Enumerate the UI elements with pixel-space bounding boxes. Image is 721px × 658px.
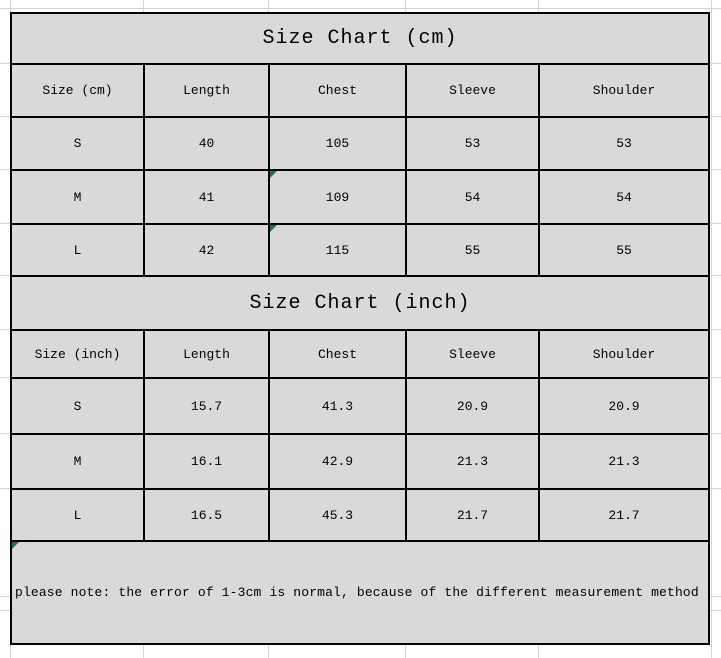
column-header[interactable]: Shoulder [540, 331, 708, 377]
table-cell[interactable]: 15.7 [145, 379, 270, 433]
error-indicator-triangle-icon [270, 171, 277, 178]
table-cell[interactable]: L [12, 490, 145, 540]
table-cell[interactable]: 42 [145, 225, 270, 275]
column-header[interactable]: Shoulder [540, 65, 708, 116]
grid-line [0, 8, 721, 9]
column-header[interactable]: Chest [270, 65, 407, 116]
table-cell[interactable]: 21.7 [540, 490, 708, 540]
table-cell[interactable]: 21.3 [540, 435, 708, 488]
column-header[interactable]: Size (inch) [12, 331, 145, 377]
table-cell[interactable]: 45.3 [270, 490, 407, 540]
size-chart-table: Size Chart (cm) Size (cm) Length Chest S… [10, 12, 710, 645]
error-indicator-triangle-icon [270, 225, 277, 232]
column-header[interactable]: Length [145, 331, 270, 377]
table-cell[interactable]: 115 [270, 225, 407, 275]
table-cell[interactable]: 21.3 [407, 435, 540, 488]
table-row: L 42 115 55 55 [12, 225, 708, 277]
column-header[interactable]: Length [145, 65, 270, 116]
column-header[interactable]: Size (cm) [12, 65, 145, 116]
table-cell[interactable]: 41 [145, 171, 270, 223]
column-header[interactable]: Sleeve [407, 65, 540, 116]
table-cell-value: 109 [325, 189, 350, 205]
table-row-header-cm: Size (cm) Length Chest Sleeve Shoulder [12, 65, 708, 118]
table-cell[interactable]: 54 [407, 171, 540, 223]
table-cell[interactable]: L [12, 225, 145, 275]
table-cell[interactable]: 16.1 [145, 435, 270, 488]
note-cell[interactable]: please note: the error of 1-3cm is norma… [12, 542, 708, 643]
table-cell[interactable]: 40 [145, 118, 270, 169]
table-cell[interactable]: 41.3 [270, 379, 407, 433]
table-row: M 41 109 54 54 [12, 171, 708, 225]
inch-title-cell[interactable]: Size Chart (inch) [12, 277, 708, 329]
table-row: M 16.1 42.9 21.3 21.3 [12, 435, 708, 490]
table-cell[interactable]: 53 [407, 118, 540, 169]
table-cell[interactable]: 54 [540, 171, 708, 223]
table-cell[interactable]: M [12, 171, 145, 223]
column-header[interactable]: Chest [270, 331, 407, 377]
table-row: L 16.5 45.3 21.7 21.7 [12, 490, 708, 542]
table-cell[interactable]: 109 [270, 171, 407, 223]
table-cell[interactable]: S [12, 379, 145, 433]
table-cell[interactable]: 55 [407, 225, 540, 275]
table-cell[interactable]: 42.9 [270, 435, 407, 488]
table-row-note: please note: the error of 1-3cm is norma… [12, 542, 708, 643]
cm-title-cell[interactable]: Size Chart (cm) [12, 14, 708, 63]
table-cell[interactable]: 21.7 [407, 490, 540, 540]
table-row-title-inch: Size Chart (inch) [12, 277, 708, 331]
note-text: please note: the error of 1-3cm is norma… [15, 585, 699, 600]
table-row: S 15.7 41.3 20.9 20.9 [12, 379, 708, 435]
table-cell[interactable]: 16.5 [145, 490, 270, 540]
table-row-title-cm: Size Chart (cm) [12, 14, 708, 65]
table-cell[interactable]: S [12, 118, 145, 169]
column-header[interactable]: Sleeve [407, 331, 540, 377]
table-cell-value: 115 [325, 242, 350, 258]
table-cell[interactable]: 20.9 [540, 379, 708, 433]
table-cell[interactable]: 20.9 [407, 379, 540, 433]
error-indicator-triangle-icon [12, 542, 19, 549]
table-cell[interactable]: 105 [270, 118, 407, 169]
table-cell[interactable]: 53 [540, 118, 708, 169]
table-cell[interactable]: M [12, 435, 145, 488]
table-cell[interactable]: 55 [540, 225, 708, 275]
table-row: S 40 105 53 53 [12, 118, 708, 171]
table-row-header-inch: Size (inch) Length Chest Sleeve Shoulder [12, 331, 708, 379]
